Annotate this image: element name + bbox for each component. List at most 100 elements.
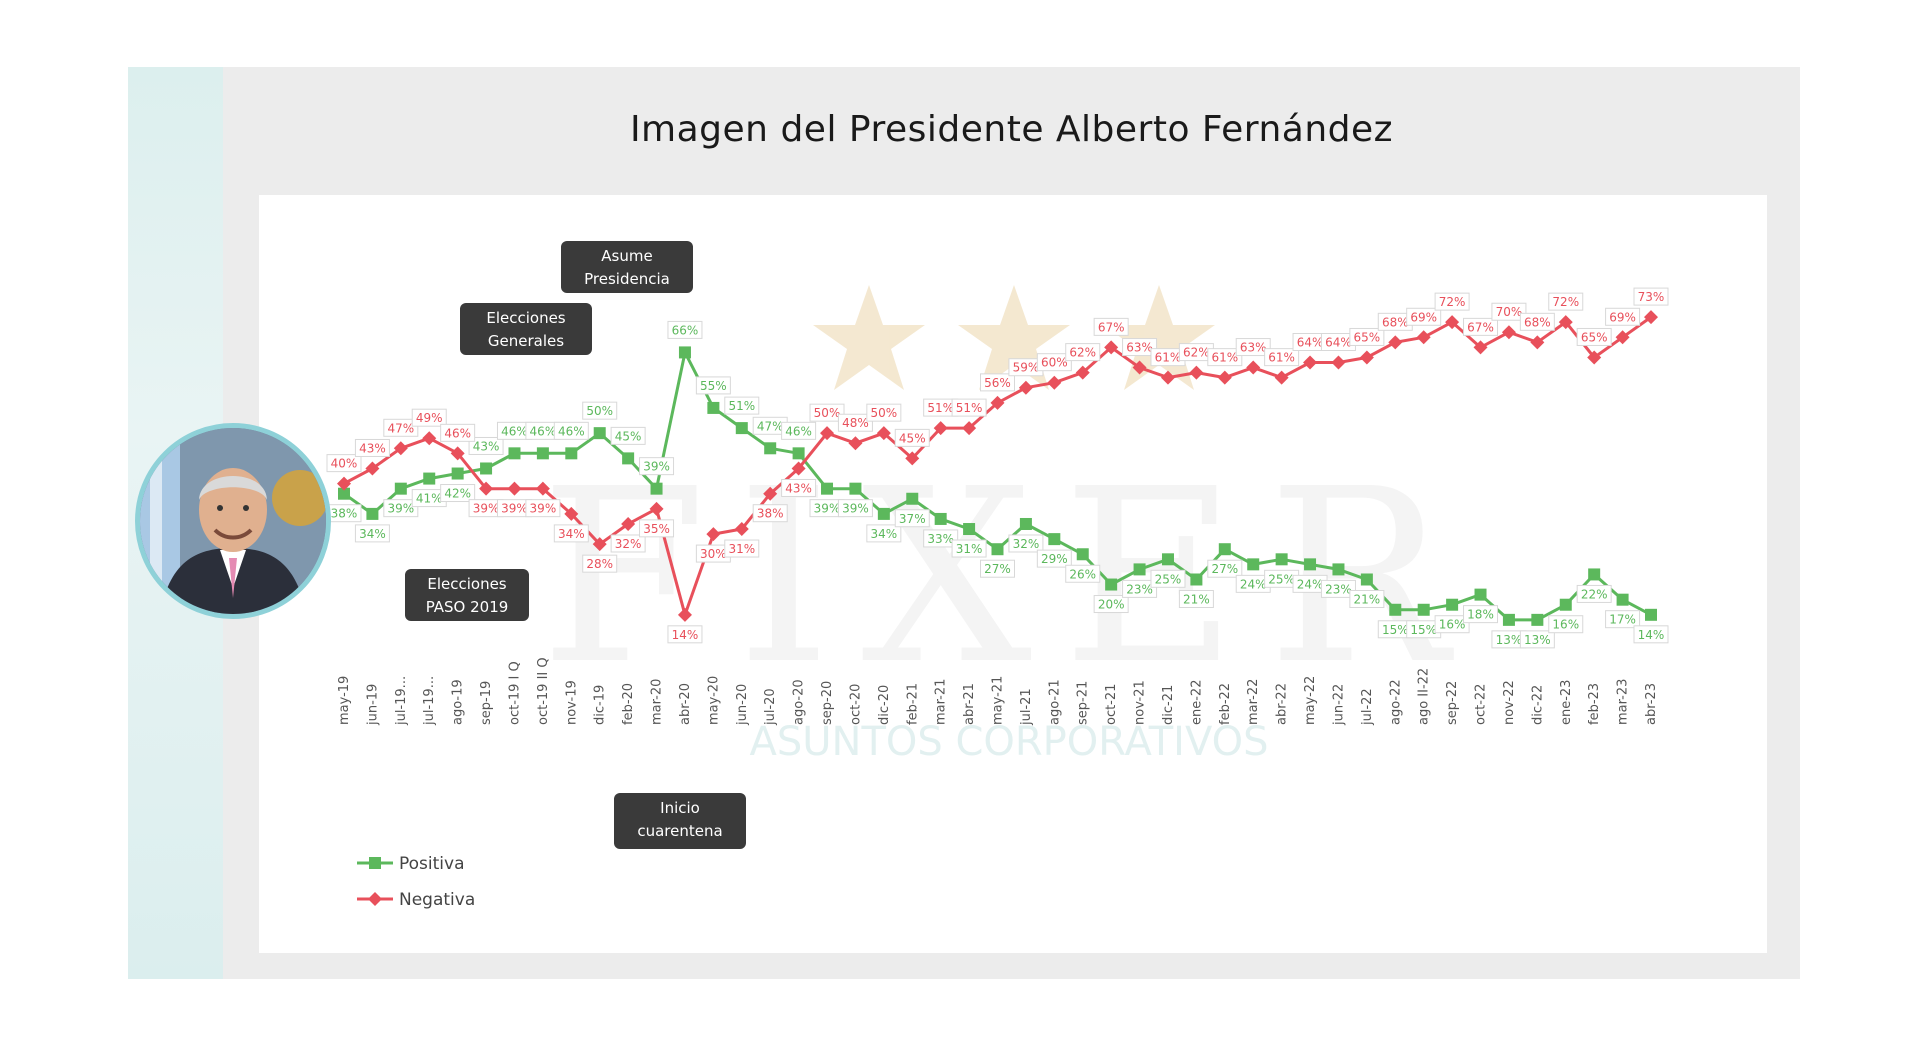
data-label-box [1434,615,1470,634]
data-label-positiva: 39% [814,502,841,516]
x-tick-label: jul-21 [1019,688,1034,726]
data-label-negativa: 38% [757,507,784,521]
point-positiva [1133,563,1146,576]
point-positiva [1190,573,1203,586]
data-label-positiva: 24% [1297,577,1324,591]
data-label-negativa: 47% [387,421,414,435]
point-negativa [1075,365,1090,380]
x-tick-label: feb-21 [905,683,920,725]
point-negativa [962,421,977,436]
point-positiva [764,442,777,455]
point-positiva [1218,543,1231,556]
x-tick-label: mar-20 [650,679,665,725]
x-tick-label: mar-23 [1616,679,1631,725]
x-tick-label: oct-19 I Q [507,661,522,725]
watermark-subtitle: ASUNTOS CORPORATIVOS [750,719,1269,765]
data-label-box [1576,584,1612,603]
legend-marker-negativa [368,892,382,906]
data-label-positiva: 15% [1410,623,1437,637]
data-label-negativa: 50% [814,406,841,420]
x-tick-label: feb-20 [621,683,636,725]
point-negativa [1530,335,1545,350]
data-label-box [1548,615,1584,634]
data-label-box [837,413,873,432]
x-tick-label: oct-21 [1104,684,1119,725]
data-label-box [866,524,902,543]
point-negativa [365,461,380,476]
data-label-negativa: 48% [842,416,869,430]
data-label-box [894,509,930,528]
data-label-box [1605,307,1641,326]
data-label-negativa: 73% [1638,290,1665,304]
data-label-negativa: 67% [1467,320,1494,334]
point-negativa [1246,360,1261,375]
data-label-negativa: 39% [530,502,557,516]
point-negativa [876,426,891,441]
x-tick-label: jul-22 [1360,688,1375,726]
data-label-box [1463,605,1499,624]
x-tick-label: abr-20 [678,683,693,725]
x-tick-label: jun-22 [1331,684,1346,726]
point-positiva [906,492,919,505]
x-tick-label: may-20 [706,676,721,725]
data-label-box [354,524,390,543]
x-tick-label: ago-19 [451,679,466,725]
data-label-box [781,478,817,497]
point-positiva [1645,608,1657,621]
data-label-positiva: 14% [1638,628,1665,642]
x-tick-label: abr-21 [962,683,977,725]
point-positiva [1332,563,1345,576]
point-positiva [1247,558,1260,571]
x-tick-label: sep-22 [1445,681,1460,725]
data-label-box [582,401,618,420]
data-label-box [1150,569,1186,588]
point-negativa [791,461,806,476]
x-tick-label: feb-22 [1218,683,1233,725]
point-positiva [792,447,805,460]
data-label-box [923,529,959,548]
legend-label-positiva: Positiva [399,854,465,874]
data-label-negativa: 30% [700,547,727,561]
point-positiva [593,427,606,440]
data-label-positiva: 34% [359,527,386,541]
data-label-box [809,403,845,422]
point-positiva [991,543,1004,556]
data-label-negativa: 39% [473,502,500,516]
point-negativa [677,607,692,622]
data-label-box [837,499,873,518]
data-label-negativa: 60% [1041,356,1068,370]
point-positiva [735,422,748,435]
data-label-box [980,373,1015,392]
x-axis-ticks: may-19 jun-19 jul-19... jul-19... ago-19 sep-… [337,657,1659,726]
data-label-negativa: 14% [672,628,699,642]
point-negativa [1331,355,1346,370]
data-label-box [1434,292,1470,311]
x-tick-label: nov-19 [564,680,579,725]
x-tick-label: ago II-22 [1417,668,1432,725]
data-label-positiva: 27% [1211,562,1238,576]
data-label-box [610,534,646,553]
x-tick-label: jul-19... [394,676,409,726]
point-negativa [734,522,749,537]
x-tick-label: feb-23 [1587,683,1602,725]
data-label-negativa: 35% [643,522,670,536]
data-label-box [1008,534,1044,553]
point-negativa [990,395,1005,410]
data-label-box [553,524,589,543]
data-label-negativa: 39% [501,502,528,516]
x-tick-label: dic-21 [1161,685,1176,725]
data-label-box [1065,343,1101,362]
data-label-box [411,408,447,427]
data-label-box [1264,348,1300,367]
callout-elecciones-generales: Elecciones Generales [460,303,592,355]
data-label-negativa: 34% [558,527,585,541]
point-negativa [564,506,579,521]
data-label-box [1036,353,1072,372]
x-tick-label: ago-22 [1388,679,1403,725]
point-negativa [1018,380,1033,395]
data-label-box [1093,317,1129,336]
data-label-negativa: 64% [1325,336,1352,350]
point-negativa [1615,330,1630,345]
point-positiva [1275,553,1288,566]
data-label-box [1406,307,1442,326]
